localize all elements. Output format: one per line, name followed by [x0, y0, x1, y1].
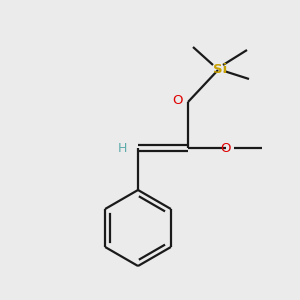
Text: Si: Si [213, 62, 227, 76]
Text: O: O [173, 94, 183, 107]
Text: O: O [221, 142, 231, 154]
Text: H: H [117, 142, 127, 154]
